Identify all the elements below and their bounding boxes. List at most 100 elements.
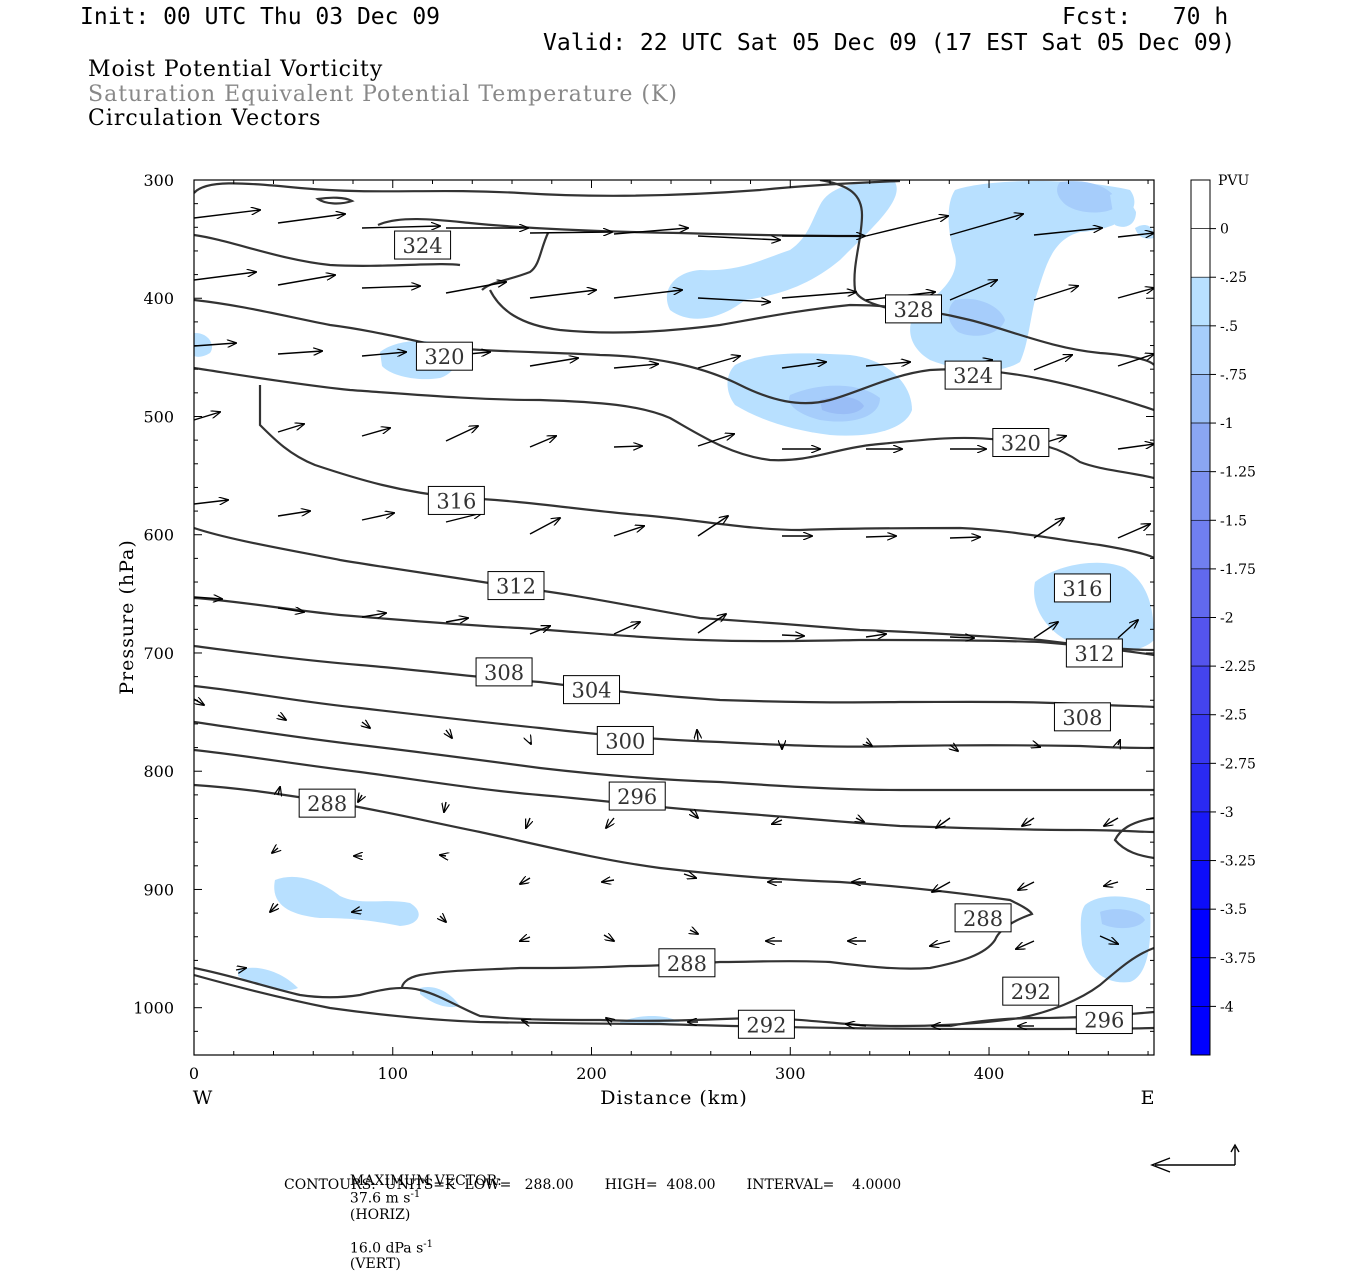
wind-vector bbox=[529, 232, 612, 233]
max-vector-vert: 16.0 dPa s bbox=[349, 1240, 424, 1257]
mpv-fill bbox=[274, 876, 419, 926]
wind-vector bbox=[194, 597, 222, 599]
wind-vector bbox=[361, 226, 440, 228]
wind-vector bbox=[697, 356, 740, 369]
wind-vector bbox=[932, 881, 951, 892]
contour-label-text: 324 bbox=[953, 364, 993, 388]
mpv-fill bbox=[1110, 193, 1136, 227]
mpv-fill bbox=[1057, 181, 1118, 213]
wind-vector bbox=[865, 536, 896, 537]
contour-label: 296 bbox=[608, 781, 666, 811]
wind-vector bbox=[278, 787, 280, 795]
contour-label-text: 288 bbox=[667, 952, 707, 976]
max-vector-prefix: MAXIMUM VECTOR: bbox=[349, 1173, 502, 1189]
wind-vector bbox=[781, 292, 856, 299]
y-tick-label: 1000 bbox=[133, 999, 174, 1018]
x-axis-east-label: E bbox=[1141, 1087, 1156, 1109]
reference-vector-icon bbox=[1150, 1143, 1240, 1173]
wind-vector bbox=[277, 608, 304, 612]
max-vector-info: MAXIMUM VECTOR: 37.6 m s-1 (HORIZ) 16.0 … bbox=[341, 1157, 502, 1272]
wind-vector bbox=[865, 216, 948, 237]
contour-label: 300 bbox=[596, 725, 654, 755]
wind-vector bbox=[361, 513, 394, 521]
contour-label-box bbox=[298, 788, 356, 818]
wind-vector bbox=[930, 941, 951, 946]
contour-label: 324 bbox=[394, 230, 452, 260]
contour-label-box bbox=[394, 230, 452, 260]
x-tick-label: 400 bbox=[974, 1064, 1005, 1083]
y-tick-label: 700 bbox=[143, 644, 174, 663]
wind-vector bbox=[362, 722, 370, 728]
wind-vector bbox=[277, 424, 304, 433]
contour-label: 288 bbox=[298, 788, 356, 818]
wind-vector bbox=[936, 817, 951, 828]
plot-frame bbox=[193, 179, 1155, 1056]
contour-line bbox=[481, 232, 549, 291]
wind-vector bbox=[522, 1020, 528, 1022]
wind-vector bbox=[1033, 228, 1102, 236]
wind-vector bbox=[1117, 524, 1150, 539]
legend-vectors: Circulation Vectors bbox=[88, 106, 322, 131]
contour-label: 292 bbox=[1002, 976, 1060, 1006]
wind-vector bbox=[781, 635, 804, 636]
contour-label: 316 bbox=[1053, 573, 1111, 603]
wind-vector bbox=[1117, 354, 1154, 367]
colorbar-label: -3.75 bbox=[1220, 951, 1256, 967]
wind-vector bbox=[278, 715, 286, 720]
contour-label-box bbox=[1053, 702, 1111, 732]
colorbar-swatch bbox=[1190, 860, 1211, 910]
wind-vector bbox=[949, 214, 1023, 236]
contour-label-text: 292 bbox=[1011, 980, 1051, 1004]
contour-line bbox=[194, 946, 1154, 1028]
wind-vector bbox=[529, 358, 578, 367]
contour-line bbox=[194, 526, 1154, 652]
colorbar-swatch bbox=[1190, 714, 1211, 764]
wind-vector bbox=[603, 935, 614, 941]
colorbar-label: -1.75 bbox=[1220, 562, 1256, 578]
contour-label-text: 312 bbox=[1074, 642, 1114, 666]
colorbar-label: -2.75 bbox=[1220, 756, 1256, 772]
colorbar-label: -.5 bbox=[1220, 319, 1238, 335]
legend-mpv: Moist Potential Vorticity bbox=[88, 57, 384, 82]
contour-label-box bbox=[487, 571, 545, 601]
wind-vector bbox=[529, 626, 550, 635]
wind-vector bbox=[526, 817, 530, 828]
contour-line bbox=[489, 289, 1154, 366]
wind-vector bbox=[697, 434, 734, 447]
contour-label: 308 bbox=[1053, 702, 1111, 732]
colorbar-swatch bbox=[1190, 519, 1211, 570]
mpv-fill bbox=[666, 181, 897, 319]
wind-vector bbox=[865, 634, 886, 637]
colorbar-label: -4 bbox=[1220, 999, 1234, 1015]
cross-section-chart: 324 328 320 324 320 316 312 316 308 312 304 308 300 2… bbox=[116, 171, 1256, 1173]
wind-vector bbox=[949, 637, 974, 638]
contour-label-box bbox=[608, 781, 666, 811]
wind-vector bbox=[235, 968, 246, 970]
x-tick-label: 200 bbox=[576, 1064, 607, 1083]
wind-vector bbox=[613, 228, 688, 235]
contour-label-box bbox=[1053, 573, 1111, 603]
wind-vector bbox=[1033, 518, 1064, 539]
wind-vector bbox=[1104, 817, 1119, 826]
contour-label-text: 300 bbox=[605, 729, 645, 753]
wind-vector bbox=[865, 362, 910, 366]
contour-label: 328 bbox=[885, 294, 943, 324]
wind-vector bbox=[277, 275, 335, 286]
colorbar-label: -.25 bbox=[1220, 270, 1247, 286]
wind-vector bbox=[1033, 622, 1058, 639]
wind-vector bbox=[1118, 740, 1120, 745]
contour-line bbox=[315, 196, 355, 205]
horiz-suffix: (HORIZ) bbox=[349, 1206, 411, 1223]
wind-vector bbox=[361, 428, 390, 437]
contour-label-box bbox=[992, 428, 1050, 457]
wind-vector bbox=[520, 937, 531, 941]
contour-label-text: 292 bbox=[746, 1013, 786, 1037]
contour-label-text: 296 bbox=[617, 785, 657, 809]
contour-label-box bbox=[737, 1009, 795, 1039]
x-axis-west-label: W bbox=[193, 1087, 214, 1109]
contour-line bbox=[194, 720, 1154, 792]
wind-vector bbox=[613, 526, 644, 537]
y-axis-label: Pressure (hPa) bbox=[116, 539, 138, 695]
wind-vector bbox=[361, 613, 386, 617]
wind-vector bbox=[194, 210, 260, 219]
